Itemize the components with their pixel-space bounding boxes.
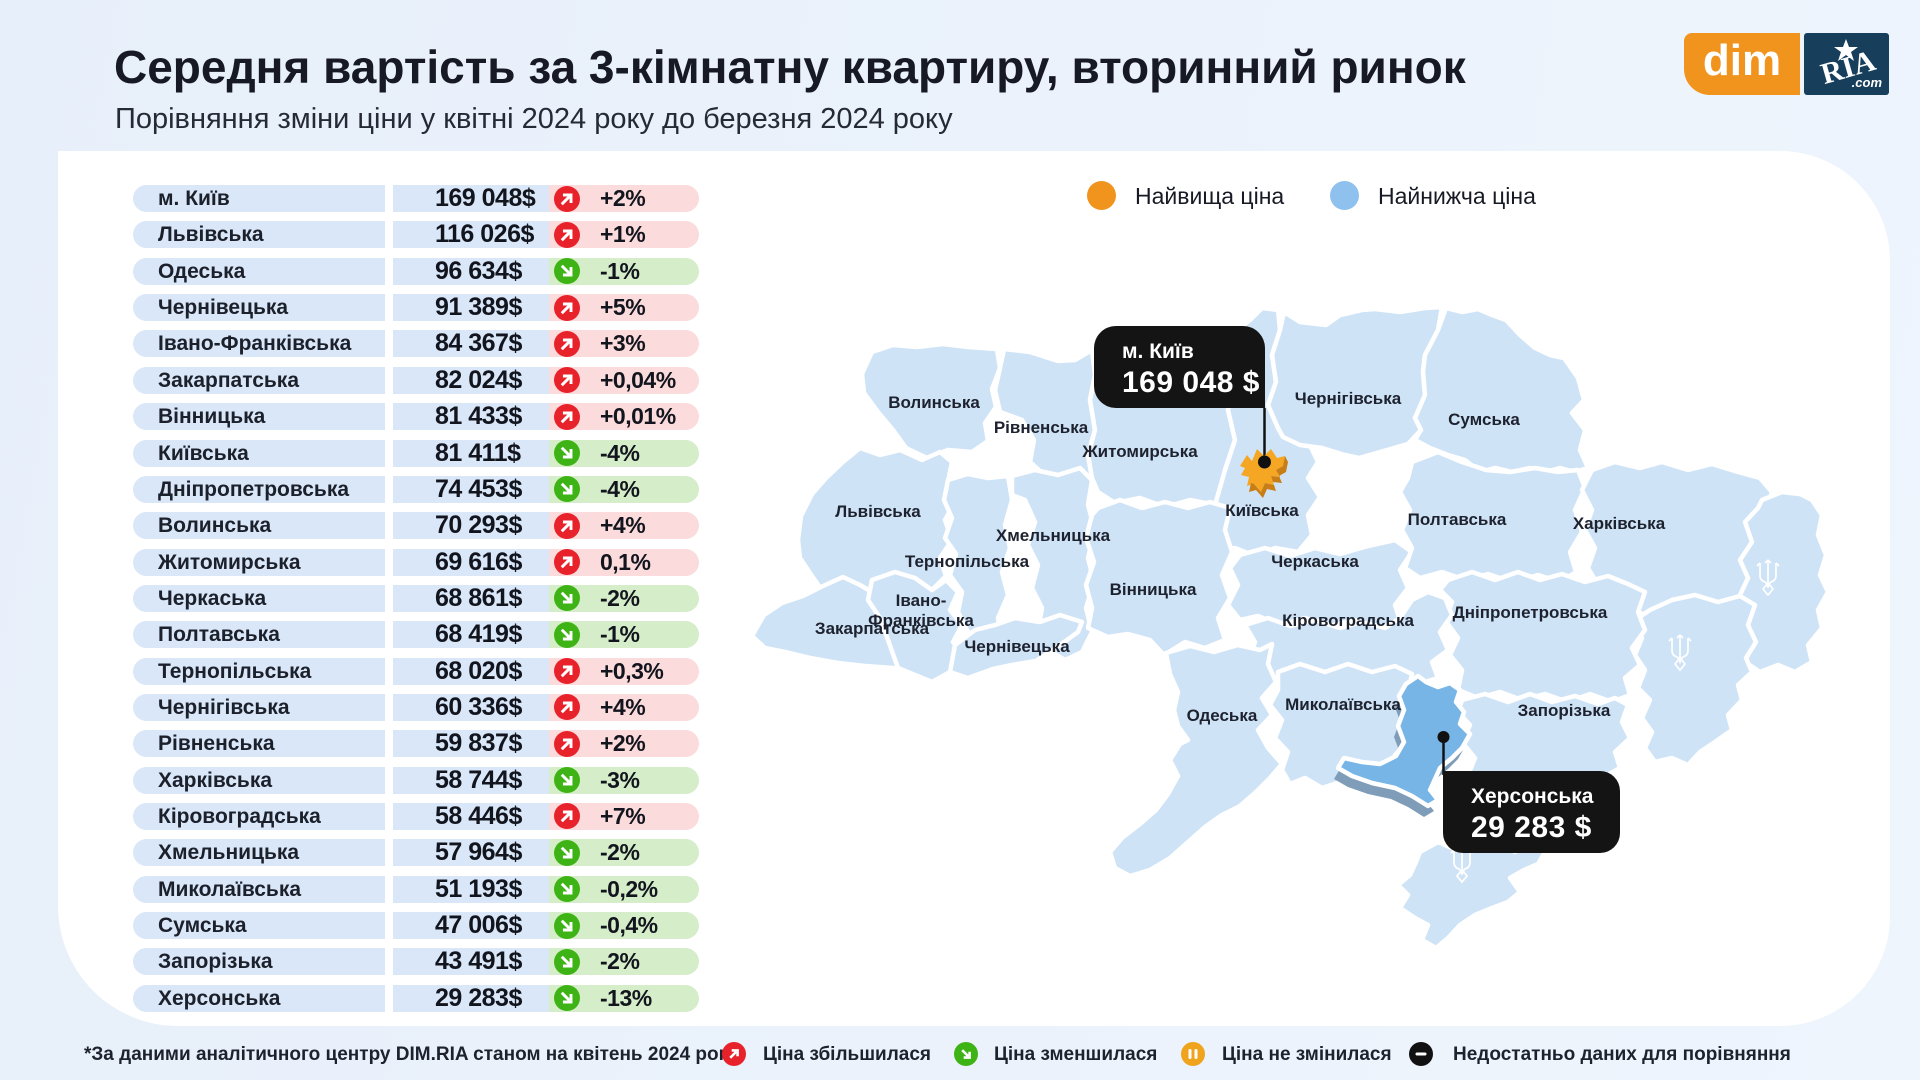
- svg-text:Чернівецька: Чернівецька: [964, 637, 1070, 656]
- svg-text:Дніпропетровська: Дніпропетровська: [1453, 603, 1608, 622]
- svg-text:Хмельницька: Хмельницька: [996, 526, 1111, 545]
- svg-text:Чернігівська: Чернігівська: [1295, 389, 1402, 408]
- svg-text:.com: .com: [1852, 75, 1883, 90]
- svg-text:Івано-: Івано-: [896, 591, 947, 610]
- svg-text:Черкаська: Черкаська: [1271, 552, 1359, 571]
- svg-text:Полтавська: Полтавська: [1408, 510, 1507, 529]
- svg-text:Одеська: Одеська: [1187, 706, 1258, 725]
- svg-text:Київська: Київська: [1225, 501, 1299, 520]
- svg-text:Львівська: Львівська: [835, 502, 921, 521]
- svg-text:Миколаївська: Миколаївська: [1285, 695, 1401, 714]
- svg-text:Тернопільська: Тернопільська: [905, 552, 1030, 571]
- svg-text:Харківська: Харківська: [1573, 514, 1666, 533]
- svg-text:Сумська: Сумська: [1448, 410, 1520, 429]
- svg-text:Житомирська: Житомирська: [1081, 442, 1198, 461]
- svg-text:Вінницька: Вінницька: [1110, 580, 1197, 599]
- svg-text:Рівненська: Рівненська: [994, 418, 1089, 437]
- svg-text:Франківська: Франківська: [868, 611, 974, 630]
- svg-text:Кіровоградська: Кіровоградська: [1282, 611, 1414, 630]
- svg-text:Закарпатська: Закарпатська: [815, 619, 930, 638]
- svg-text:Запорізька: Запорізька: [1518, 701, 1611, 720]
- svg-text:Волинська: Волинська: [888, 393, 980, 412]
